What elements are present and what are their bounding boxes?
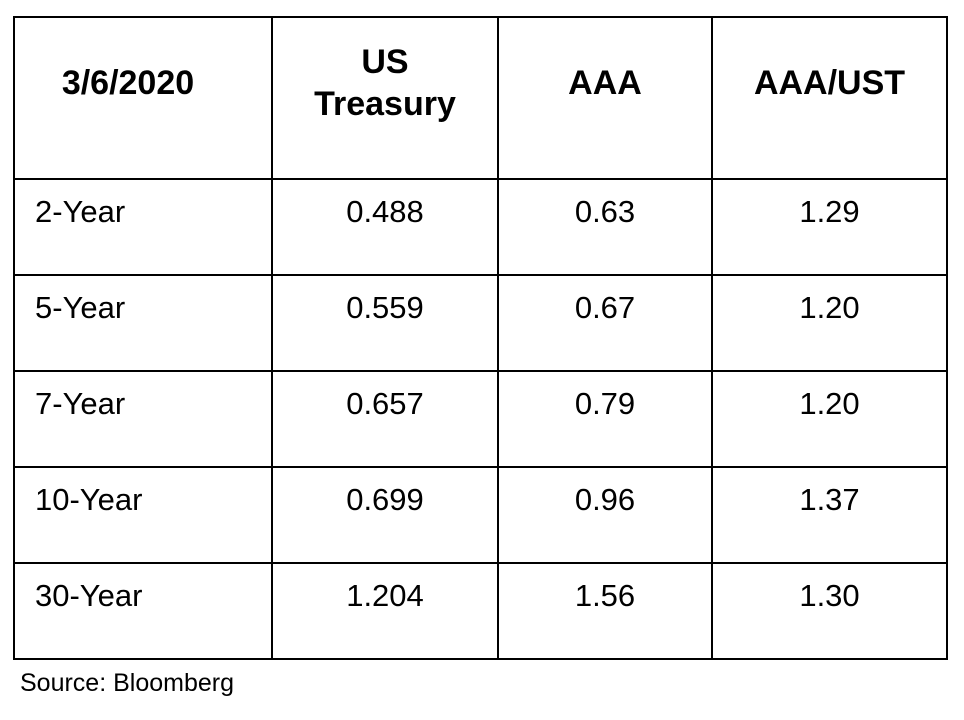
cell-aaa: 1.56: [497, 562, 713, 660]
cell-aaa: 0.63: [497, 178, 713, 276]
source-note: Source: Bloomberg: [20, 669, 235, 697]
row-term: 7-Year: [13, 370, 273, 468]
row-term: 10-Year: [13, 466, 273, 564]
header-row: 3/6/2020 US Treasury AAA AAA/UST: [13, 16, 948, 180]
cell-aaa-ust: 1.29: [711, 178, 948, 276]
yield-table-container: 3/6/2020 US Treasury AAA AAA/UST 2-Year …: [13, 16, 948, 660]
cell-us-treasury: 0.559: [271, 274, 499, 372]
cell-us-treasury: 1.204: [271, 562, 499, 660]
header-aaa-ust: AAA/UST: [711, 16, 948, 180]
header-aaa: AAA: [497, 16, 713, 180]
row-term: 30-Year: [13, 562, 273, 660]
cell-aaa-ust: 1.20: [711, 274, 948, 372]
table-row: 2-Year 0.488 0.63 1.29: [13, 178, 948, 276]
table-row: 7-Year 0.657 0.79 1.20: [13, 370, 948, 468]
yield-table: 3/6/2020 US Treasury AAA AAA/UST 2-Year …: [13, 16, 948, 660]
cell-aaa: 0.79: [497, 370, 713, 468]
row-term: 2-Year: [13, 178, 273, 276]
header-us-treasury: US Treasury: [271, 16, 499, 180]
cell-aaa-ust: 1.37: [711, 466, 948, 564]
cell-us-treasury: 0.657: [271, 370, 499, 468]
table-row: 5-Year 0.559 0.67 1.20: [13, 274, 948, 372]
cell-aaa: 0.96: [497, 466, 713, 564]
header-date: 3/6/2020: [13, 16, 273, 180]
cell-aaa-ust: 1.20: [711, 370, 948, 468]
cell-aaa-ust: 1.30: [711, 562, 948, 660]
cell-aaa: 0.67: [497, 274, 713, 372]
table-row: 30-Year 1.204 1.56 1.30: [13, 562, 948, 660]
cell-us-treasury: 0.699: [271, 466, 499, 564]
row-term: 5-Year: [13, 274, 273, 372]
table-row: 10-Year 0.699 0.96 1.37: [13, 466, 948, 564]
cell-us-treasury: 0.488: [271, 178, 499, 276]
